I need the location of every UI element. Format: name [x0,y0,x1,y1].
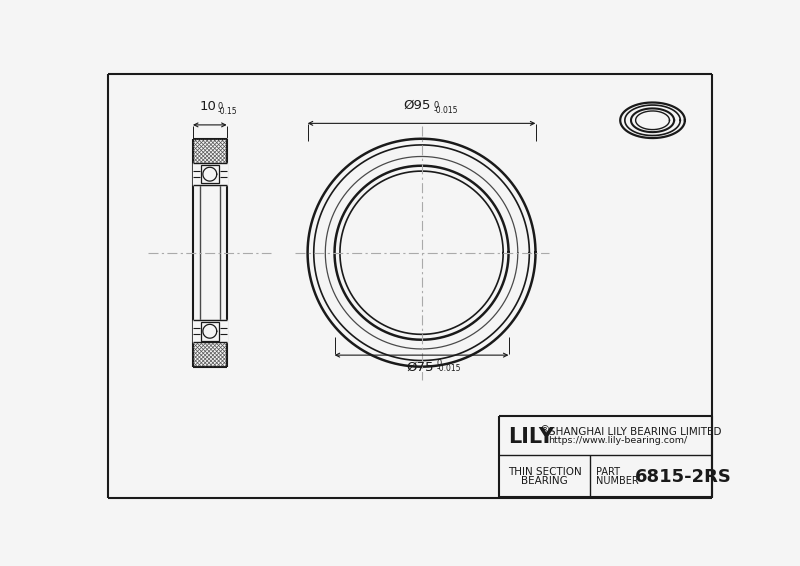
Text: Ø95: Ø95 [403,99,430,112]
Text: THIN SECTION: THIN SECTION [508,467,582,477]
Text: BEARING: BEARING [522,476,568,486]
Text: 6815-2RS: 6815-2RS [635,468,732,486]
Text: 0: 0 [434,101,439,109]
Text: LILY: LILY [509,427,554,447]
Bar [201,165,219,183]
Text: PART: PART [596,467,620,477]
Text: 0: 0 [437,359,442,368]
Text: ®: ® [539,425,550,435]
Text: SHANGHAI LILY BEARING LIMITED: SHANGHAI LILY BEARING LIMITED [549,427,721,436]
Text: Ø75: Ø75 [406,361,434,374]
Polygon shape [193,320,226,342]
Polygon shape [193,164,226,185]
Text: 10: 10 [200,100,217,113]
Bar [201,322,219,341]
Text: -0.15: -0.15 [218,108,237,117]
Text: 0: 0 [218,102,222,111]
Text: -0.015: -0.015 [437,365,462,374]
Text: https://www.lily-bearing.com/: https://www.lily-bearing.com/ [549,436,688,445]
Text: -0.015: -0.015 [434,106,458,115]
Text: NUMBER: NUMBER [596,476,639,486]
